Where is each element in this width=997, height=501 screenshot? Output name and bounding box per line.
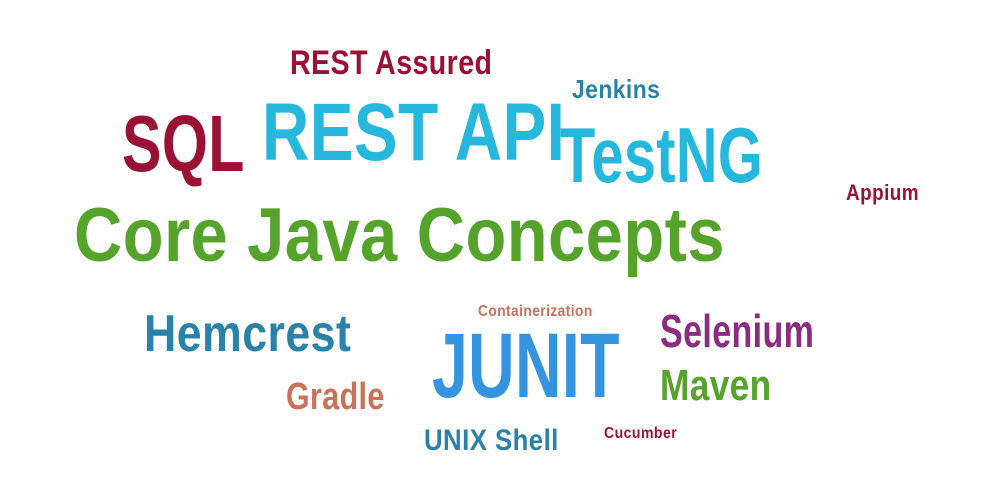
word-gradle: Gradle (286, 376, 385, 418)
word-rest-assured: REST Assured (290, 44, 493, 82)
word-maven: Maven (660, 361, 772, 410)
word-cucumber: Cucumber (604, 425, 678, 442)
word-hemcrest: Hemcrest (144, 305, 352, 363)
word-jenkins: Jenkins (572, 74, 661, 104)
word-core-java-concepts: Core Java Concepts (74, 193, 725, 278)
word-sql: SQL (122, 99, 245, 188)
word-unix-shell: UNIX Shell (424, 424, 559, 457)
word-selenium: Selenium (660, 305, 815, 357)
word-testng: TestNG (560, 111, 764, 199)
word-rest-api: REST API (262, 87, 566, 178)
word-appium: Appium (846, 180, 920, 205)
word-junit: JUNIT (432, 315, 620, 417)
word-containerization: Containerization (478, 303, 593, 320)
